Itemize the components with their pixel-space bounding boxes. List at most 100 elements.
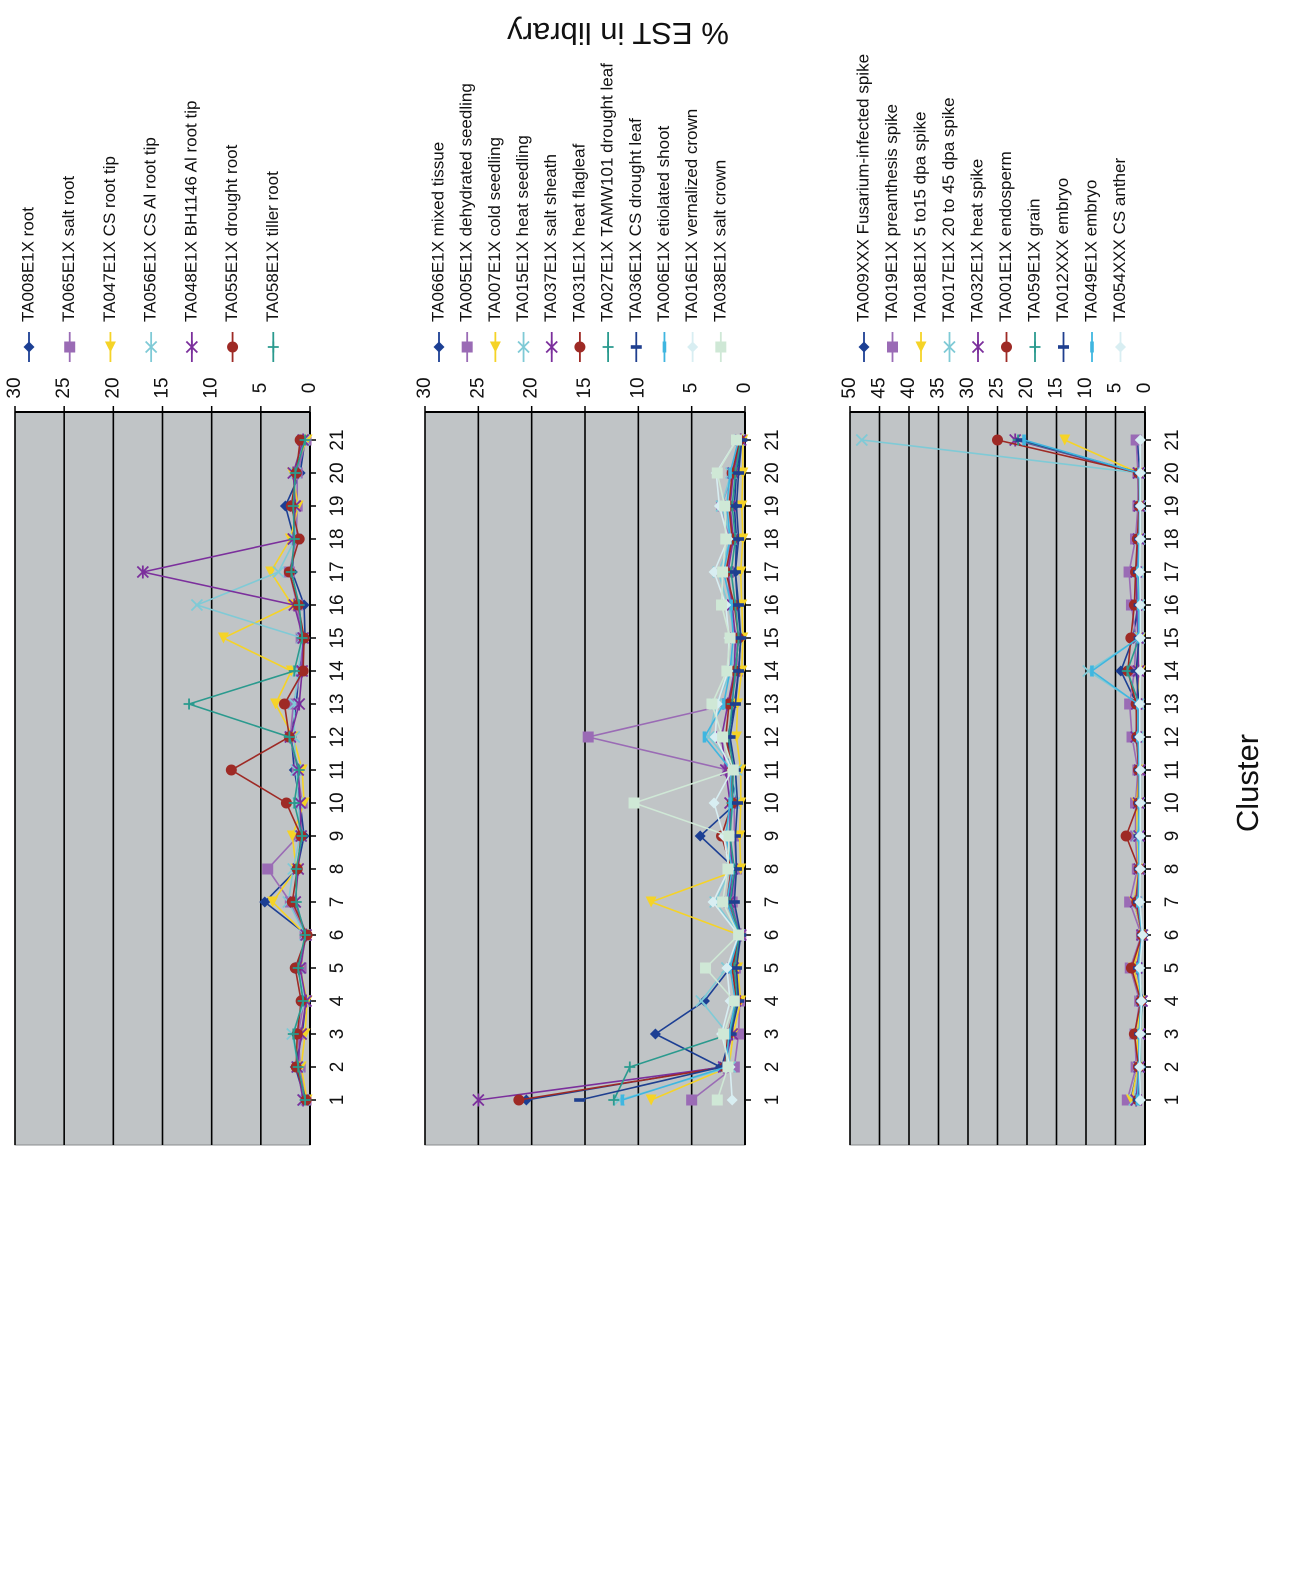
data-point: [725, 1032, 737, 1036]
data-point: [723, 830, 735, 842]
data-point: [582, 731, 594, 743]
data-point: [707, 896, 719, 908]
data-point: [724, 735, 736, 739]
data-point: [1022, 434, 1026, 446]
legend: TA008E1X root TA065E1X salt root TA047E1X …: [18, 101, 282, 362]
data-point: [1134, 731, 1146, 743]
data-point: [290, 863, 302, 875]
data-point: [686, 1094, 698, 1106]
legend-marker: [915, 341, 927, 353]
legend-marker: [887, 341, 898, 353]
legend-label: TA007E1X cold seedling: [485, 137, 504, 322]
x-tick-label: 18: [762, 528, 783, 549]
data-point: [1134, 500, 1146, 512]
x-tick-label: 5: [762, 963, 783, 974]
data-point: [1123, 566, 1135, 578]
data-point: [292, 1061, 304, 1073]
legend: TA009XXX Fusarium-infected spike TA019E1X…: [853, 54, 1129, 362]
legend-marker: [662, 341, 667, 353]
data-point: [278, 698, 290, 710]
data-point: [729, 702, 741, 706]
x-tick-label: 18: [1162, 528, 1183, 549]
x-tick-label: 6: [762, 930, 783, 941]
data-point: [1137, 929, 1149, 941]
legend-label: TA055E1X drought root: [222, 144, 241, 322]
x-tick-label: 17: [762, 561, 783, 582]
x-tick-label: 14: [762, 660, 783, 682]
legend-marker: [545, 340, 558, 354]
legend-marker: [1058, 345, 1069, 349]
x-tick-label: 19: [327, 495, 348, 516]
data-point: [726, 1094, 738, 1106]
y-tick-label: 0: [734, 383, 755, 394]
y-tick-label: 50: [839, 377, 860, 398]
data-point: [718, 1028, 730, 1040]
data-point: [287, 500, 299, 512]
x-tick-label: 1: [762, 1095, 783, 1106]
data-point: [645, 1094, 657, 1106]
data-point: [1134, 632, 1146, 644]
x-tick-label: 21: [327, 429, 348, 450]
x-tick-label: 20: [762, 462, 783, 483]
y-tick-label: 30: [4, 377, 25, 398]
x-tick-label: 1: [327, 1095, 348, 1106]
data-point: [1134, 566, 1146, 578]
data-point: [288, 665, 300, 677]
legend-label: TA058E1X tiller root: [263, 171, 282, 322]
data-point: [730, 504, 742, 508]
data-point: [716, 1065, 728, 1069]
y-tick-label: 10: [627, 377, 648, 398]
y-tick-label: 0: [299, 383, 320, 394]
x-tick-label: 15: [762, 627, 783, 648]
data-point: [292, 962, 304, 974]
y-tick-label: 20: [102, 377, 123, 398]
x-tick-label: 19: [762, 495, 783, 516]
data-point: [299, 929, 311, 941]
legend-label: TA049E1X embryo: [1081, 180, 1100, 322]
legend-marker: [517, 340, 530, 354]
data-point: [733, 471, 745, 475]
y-tick-label: 40: [898, 377, 919, 398]
data-point: [728, 900, 740, 904]
x-tick-label: 8: [327, 864, 348, 875]
legend-marker: [489, 341, 501, 353]
x-tick-label: 9: [327, 831, 348, 842]
legend-label: TA016E1X vernalized crown: [682, 109, 701, 322]
data-point: [698, 995, 710, 1007]
data-point: [649, 1028, 661, 1040]
data-point: [719, 500, 731, 512]
data-point: [728, 995, 740, 1007]
data-point: [695, 994, 708, 1008]
data-point: [728, 467, 732, 479]
data-point: [1134, 533, 1146, 545]
data-point: [287, 1028, 299, 1040]
x-tick-label: 16: [762, 594, 783, 615]
chart-1: 0510152025301234567891011121314151617181…: [4, 101, 348, 1146]
legend-label: TA017E1X 20 to 45 dpa spike: [939, 97, 958, 322]
data-point: [262, 863, 274, 875]
data-point: [628, 797, 640, 809]
legend-marker: [23, 341, 35, 353]
data-point: [1134, 599, 1146, 611]
data-point: [721, 698, 726, 710]
x-tick-label: 7: [1162, 897, 1183, 908]
data-point: [1090, 665, 1094, 677]
legend-marker: [1115, 341, 1126, 353]
data-point: [574, 1098, 586, 1102]
data-point: [289, 467, 301, 479]
chart-3: 0510152025303540455012345678910111213141…: [839, 54, 1183, 1146]
x-tick-label: 15: [1162, 627, 1183, 648]
data-point: [297, 665, 309, 677]
data-point: [992, 434, 1003, 446]
x-tick-label: 17: [1162, 561, 1183, 582]
legend-label: TA019E1X preanthesis spike: [882, 104, 901, 322]
data-point: [296, 830, 308, 842]
data-point: [1134, 896, 1146, 908]
x-tick-label: 3: [1162, 1029, 1183, 1040]
data-point: [270, 698, 282, 710]
data-point: [730, 966, 742, 970]
legend-label: TA008E1X root: [18, 207, 37, 322]
y-tick-label: 5: [681, 383, 702, 394]
data-point: [620, 1094, 625, 1106]
